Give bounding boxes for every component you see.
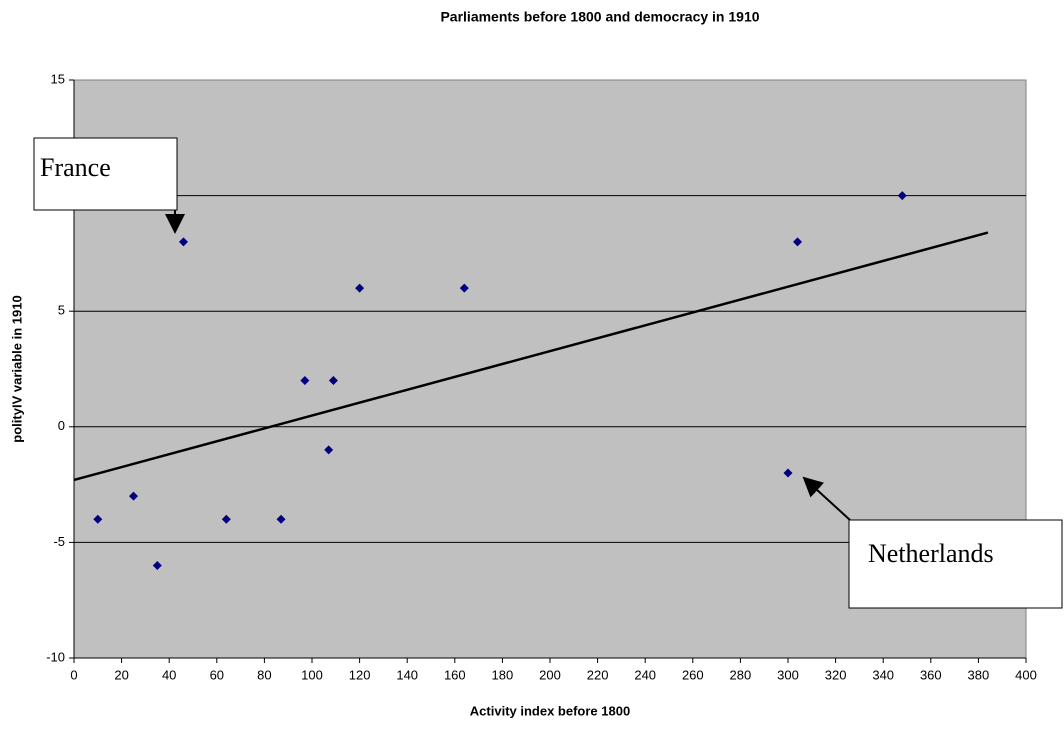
y-axis-label: polityIV variable in 1910 [9,295,24,442]
point [152,561,162,571]
annotation: France [40,153,111,182]
x-tick-label: 320 [825,667,847,682]
y-tick-label: -10 [46,649,65,664]
point [300,376,310,386]
x-tick-label: 140 [396,667,418,682]
x-tick-label: 80 [257,667,271,682]
point [276,514,286,524]
annotation-box [848,519,1063,609]
x-tick-label: 360 [920,667,942,682]
point [355,283,365,293]
point [897,191,907,201]
x-tick-label: 0 [70,667,77,682]
annotation: Netherlands [868,539,994,568]
x-tick-label: 220 [587,667,609,682]
point [328,376,338,386]
x-tick-label: 340 [872,667,894,682]
x-tick-label: 400 [1015,667,1037,682]
x-tick-label: 200 [539,667,561,682]
y-tick-label: 0 [58,418,65,433]
point [783,468,793,478]
x-tick-label: 380 [968,667,990,682]
y-tick-label: 15 [51,71,65,86]
point [324,445,334,455]
x-tick-label: 40 [162,667,176,682]
trend-line [73,231,989,482]
point [221,514,231,524]
x-tick-label: 100 [301,667,323,682]
x-tick-label: 60 [210,667,224,682]
point [459,283,469,293]
x-tick-label: 120 [349,667,371,682]
point [793,237,803,247]
x-tick-label: 20 [114,667,128,682]
x-tick-label: 160 [444,667,466,682]
x-tick-label: 180 [492,667,514,682]
y-tick-label: 5 [58,303,65,318]
x-tick-label: 240 [634,667,656,682]
x-tick-label: 300 [777,667,799,682]
annotation-box [33,137,178,211]
x-axis-label: Activity index before 1800 [470,703,630,718]
annotation-arrow [802,476,851,521]
chart-title: Parliaments before 1800 and democracy in… [440,9,759,25]
x-tick-label: 260 [682,667,704,682]
x-tick-label: 280 [730,667,752,682]
point [129,491,138,501]
y-tick-label: -5 [53,534,65,549]
point [178,237,188,247]
point [93,514,103,524]
